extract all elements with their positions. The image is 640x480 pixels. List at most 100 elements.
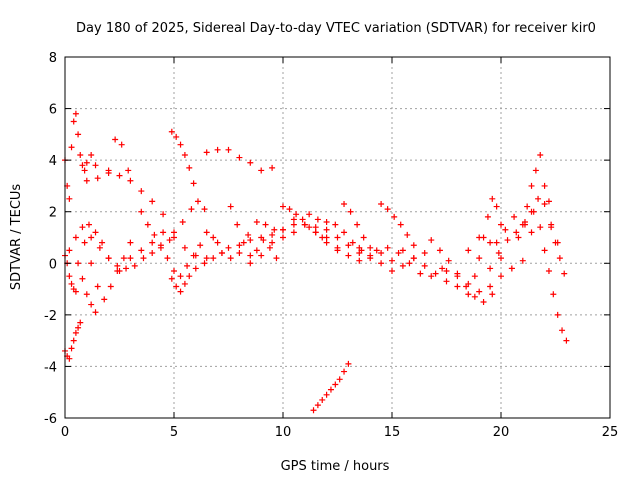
data-point [66, 195, 73, 202]
data-point [138, 188, 145, 195]
data-point [484, 213, 491, 220]
series-arc-morning-band [83, 167, 167, 218]
data-point [190, 180, 197, 187]
data-point [471, 293, 478, 300]
data-point [314, 402, 321, 409]
data-point [360, 234, 367, 241]
data-point [280, 203, 286, 210]
data-point [341, 229, 348, 236]
data-point [127, 255, 134, 262]
data-point [88, 260, 95, 267]
data-point [96, 244, 103, 251]
data-point [406, 260, 413, 267]
data-point [521, 221, 528, 228]
data-point [271, 226, 278, 233]
data-point [314, 216, 321, 223]
data-point [262, 221, 269, 228]
data-point [144, 221, 151, 228]
data-point [421, 249, 428, 256]
data-point [116, 172, 123, 179]
data-point [266, 244, 273, 251]
data-point [236, 154, 243, 161]
data-point [92, 309, 99, 316]
data-point [79, 162, 86, 169]
data-point [70, 118, 77, 125]
data-point [70, 337, 77, 344]
data-point [535, 195, 542, 202]
y-tick-label: 0 [49, 257, 57, 272]
data-point [421, 262, 428, 269]
data-point [177, 141, 184, 148]
data-point [120, 255, 127, 262]
data-point [541, 247, 548, 254]
data-point [417, 270, 424, 277]
data-point [341, 368, 348, 375]
data-point [378, 249, 385, 256]
data-point [334, 244, 341, 251]
data-points-layer [62, 110, 570, 414]
series-arc-15h [373, 244, 446, 280]
data-point [269, 164, 276, 171]
data-point [493, 203, 500, 210]
data-point [116, 268, 123, 275]
data-point [465, 280, 472, 287]
data-point [432, 270, 439, 277]
data-point [68, 345, 75, 352]
data-point [332, 221, 339, 228]
data-point [203, 149, 210, 156]
data-point [504, 237, 511, 244]
data-point [493, 239, 500, 246]
data-point [515, 234, 522, 241]
data-point [234, 221, 241, 228]
data-point [240, 239, 247, 246]
data-point [389, 257, 395, 264]
data-point [439, 265, 446, 272]
data-point [123, 265, 130, 272]
x-tick-label: 25 [602, 425, 619, 440]
data-point [72, 110, 79, 117]
data-point [107, 283, 114, 290]
series-arc-14h-top [378, 200, 417, 249]
data-point [245, 231, 252, 238]
series-arc-5h-high [168, 128, 201, 205]
data-point [532, 167, 539, 174]
data-point [428, 273, 435, 280]
data-point [293, 211, 300, 218]
data-point [105, 170, 112, 177]
grid-layer [65, 57, 610, 418]
y-tick-label: -4 [44, 360, 57, 375]
data-point [454, 283, 461, 290]
y-tick-label: 8 [49, 51, 57, 66]
data-point [138, 208, 145, 215]
data-point [168, 275, 175, 282]
x-tick-label: 5 [170, 425, 178, 440]
data-point [541, 200, 548, 207]
data-point [556, 255, 563, 262]
data-point [378, 260, 385, 267]
data-point [88, 301, 95, 308]
data-point [85, 221, 92, 228]
data-point [197, 242, 204, 249]
data-point [373, 247, 380, 254]
data-point [210, 255, 217, 262]
data-point [79, 275, 86, 282]
data-point [280, 226, 286, 233]
data-point [301, 221, 308, 228]
data-point [537, 224, 544, 231]
data-point [83, 159, 90, 166]
plot-frame [64, 56, 611, 419]
data-point [149, 249, 156, 256]
series-arc-21h-b [515, 195, 561, 246]
x-tick-label: 0 [61, 425, 69, 440]
data-point [101, 296, 108, 303]
data-point [384, 206, 391, 213]
data-point [487, 239, 494, 246]
data-point [201, 260, 208, 267]
data-point [545, 198, 552, 205]
y-tick-label: 4 [49, 154, 57, 169]
data-point [203, 255, 210, 262]
data-point [306, 224, 313, 231]
data-point [528, 208, 535, 215]
data-point [138, 247, 145, 254]
